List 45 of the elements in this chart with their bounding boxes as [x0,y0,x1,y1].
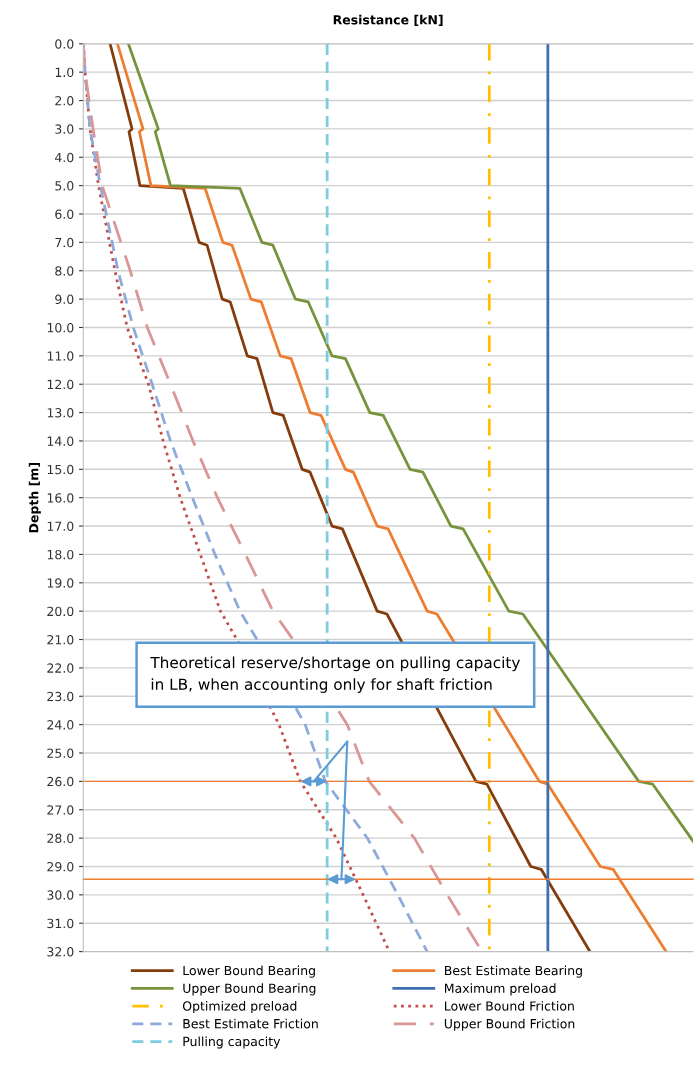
y-tick-label: 3.0 [55,124,74,134]
y-tick-label: 19.0 [47,578,74,588]
legend-label: Upper Bound Friction [444,1018,575,1031]
y-tick-label: 15.0 [47,464,74,475]
y-tick-label: 6.0 [55,209,74,219]
y-tick-label: 14.0 [47,436,74,446]
y-tick-label: 32.0 [47,947,74,957]
y-tick-label: 4.0 [54,152,74,163]
y-tick-label: 16.0 [47,493,74,503]
y-tick-label: 26.0 [47,776,74,787]
y-tick-label: 20.0 [47,606,74,617]
legend-label: Lower Bound Bearing [183,965,315,978]
y-tick-label: 21.0 [47,635,74,645]
y-tick-label: 30.0 [47,890,74,900]
x-axis-title: Resistance [kN] [333,14,443,26]
y-tick-label: 29.0 [47,861,74,872]
y-tick-label: 17.0 [47,521,74,531]
y-tick-label: 9.0 [55,294,74,305]
y-tick-label: 23.0 [47,691,74,702]
legend-label: Lower Bound Friction [445,1001,574,1011]
y-tick-label: 11.0 [47,351,74,361]
y-tick-label: 28.0 [47,833,74,844]
y-tick-label: 7.0 [55,237,74,248]
annotation: Theoretical reserve/shortage on pulling capacity in LB, when accounting only for shaft friction [150,656,520,693]
y-tick-label: 10.0 [47,322,74,333]
y-tick-label: 13.0 [47,408,74,418]
y-tick-label: 2.0 [55,96,74,106]
legend-label: Optimized preload [182,1001,297,1014]
legend-label: Pulling capacity [183,1036,281,1049]
legend-label: Best Estimate Friction [183,1018,318,1029]
y-tick-label: 22.0 [47,663,74,673]
legend-label: Maximum preload [445,983,556,996]
legend-label: Best Estimate Bearing [445,965,582,978]
y-tick-label: 27.0 [47,805,74,815]
y-axis-title: Depth [m] [28,463,41,533]
legend-label: Upper Bound Bearing [183,983,316,996]
y-tick-label: 12.0 [47,379,74,390]
y-tick-label: 5.0 [55,181,74,191]
y-tick-label: 0.0 [55,39,74,49]
y-tick-label: 31.0 [47,918,74,929]
y-tick-label: 18.0 [47,549,74,560]
y-tick-label: 24.0 [47,720,74,730]
y-tick-label: 8.0 [55,266,74,276]
y-tick-label: 25.0 [47,748,74,758]
y-tick-label: 1.0 [55,67,74,78]
